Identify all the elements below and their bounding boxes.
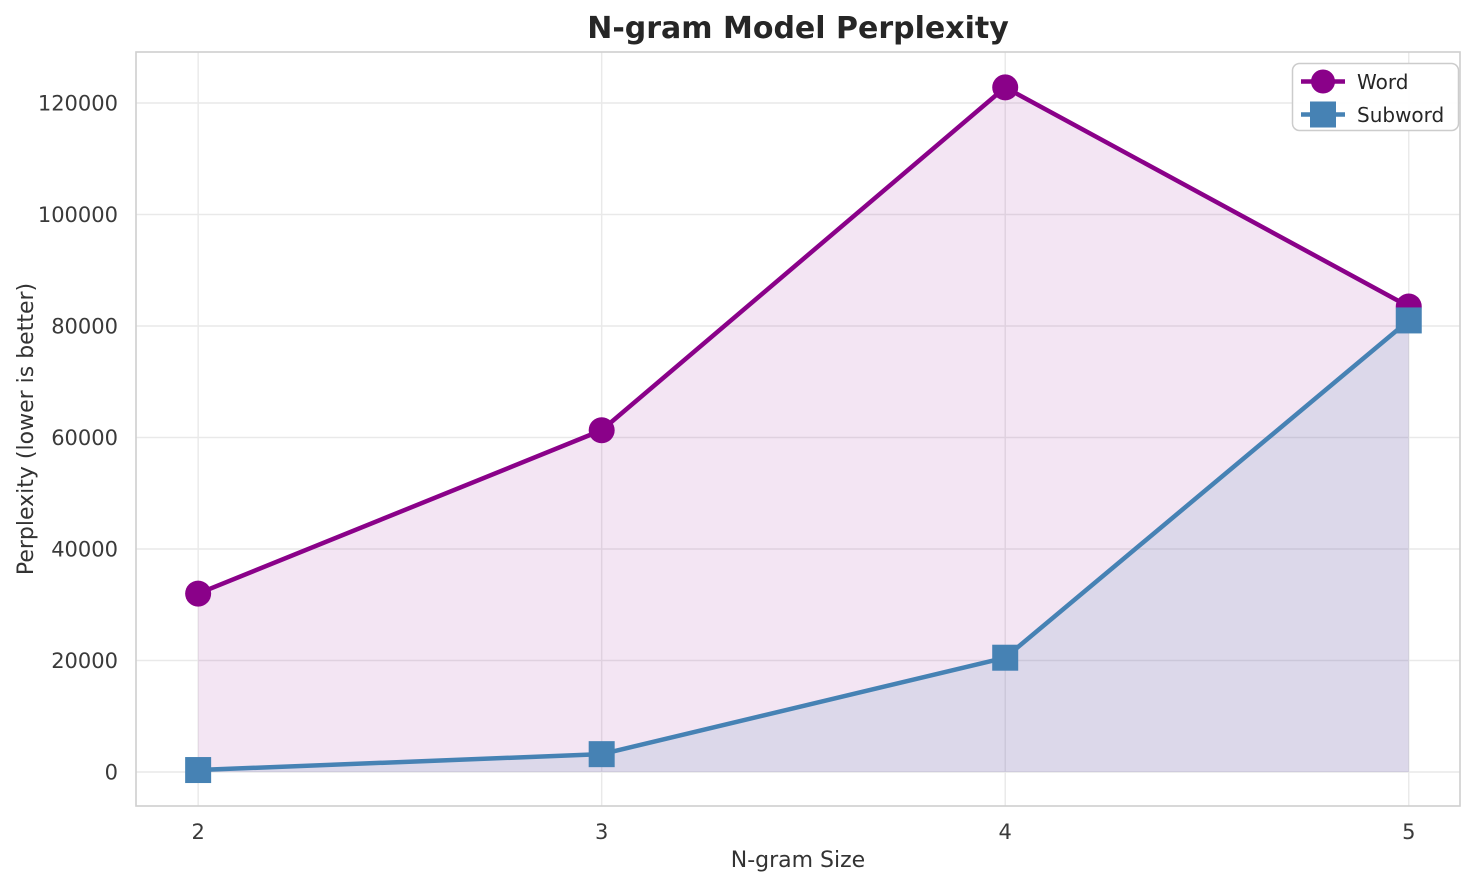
y-tick-label: 100000 (38, 203, 118, 227)
legend-item-word: Word (1301, 69, 1408, 94)
y-tick-label: 60000 (51, 426, 118, 450)
plot-border (135, 51, 1461, 807)
y-tick-label: 80000 (51, 315, 118, 339)
legend-label-word: Word (1357, 70, 1408, 94)
data-point-subword (1395, 307, 1422, 334)
series-line-subword (195, 318, 1412, 773)
data-point-subword (185, 757, 212, 784)
y-tick-label: 40000 (51, 537, 118, 561)
legend-marker-subword-square-icon (1310, 101, 1336, 128)
chart-title: N-gram Model Perplexity (587, 11, 1009, 46)
x-tick-label: 3 (595, 820, 608, 844)
legend-label-subword: Subword (1357, 103, 1444, 127)
gridlines (136, 52, 1460, 806)
y-tick-label: 120000 (38, 92, 118, 116)
axes-spines (135, 51, 1461, 807)
y-tick-labels: 0 20000 40000 60000 80000 100000 120000 (38, 92, 118, 785)
legend: Word Subword (1291, 62, 1460, 132)
x-tick-label: 5 (1402, 820, 1415, 844)
data-point-word (992, 74, 1019, 101)
x-tick-labels: 2 3 4 5 (191, 820, 1415, 844)
x-tick-label: 2 (191, 820, 204, 844)
area-fill-subword (198, 320, 1409, 772)
area-fill-word (198, 87, 1409, 772)
series-subword (185, 307, 1422, 784)
y-axis-label: Perplexity (lower is better) (14, 283, 39, 575)
legend-marker-word-circle-icon (1311, 69, 1335, 94)
series-line-word (195, 85, 1412, 596)
y-tick-label: 20000 (51, 649, 118, 673)
y-tick-label: 0 (105, 760, 118, 784)
data-point-subword (588, 741, 615, 768)
data-point-word (185, 580, 212, 607)
data-point-word (588, 417, 615, 444)
x-tick-label: 4 (999, 820, 1012, 844)
data-point-subword (992, 644, 1019, 671)
legend-item-subword: Subword (1301, 101, 1444, 128)
data-series (185, 74, 1422, 784)
area-fills (198, 87, 1409, 772)
x-axis-label: N-gram Size (731, 848, 865, 873)
